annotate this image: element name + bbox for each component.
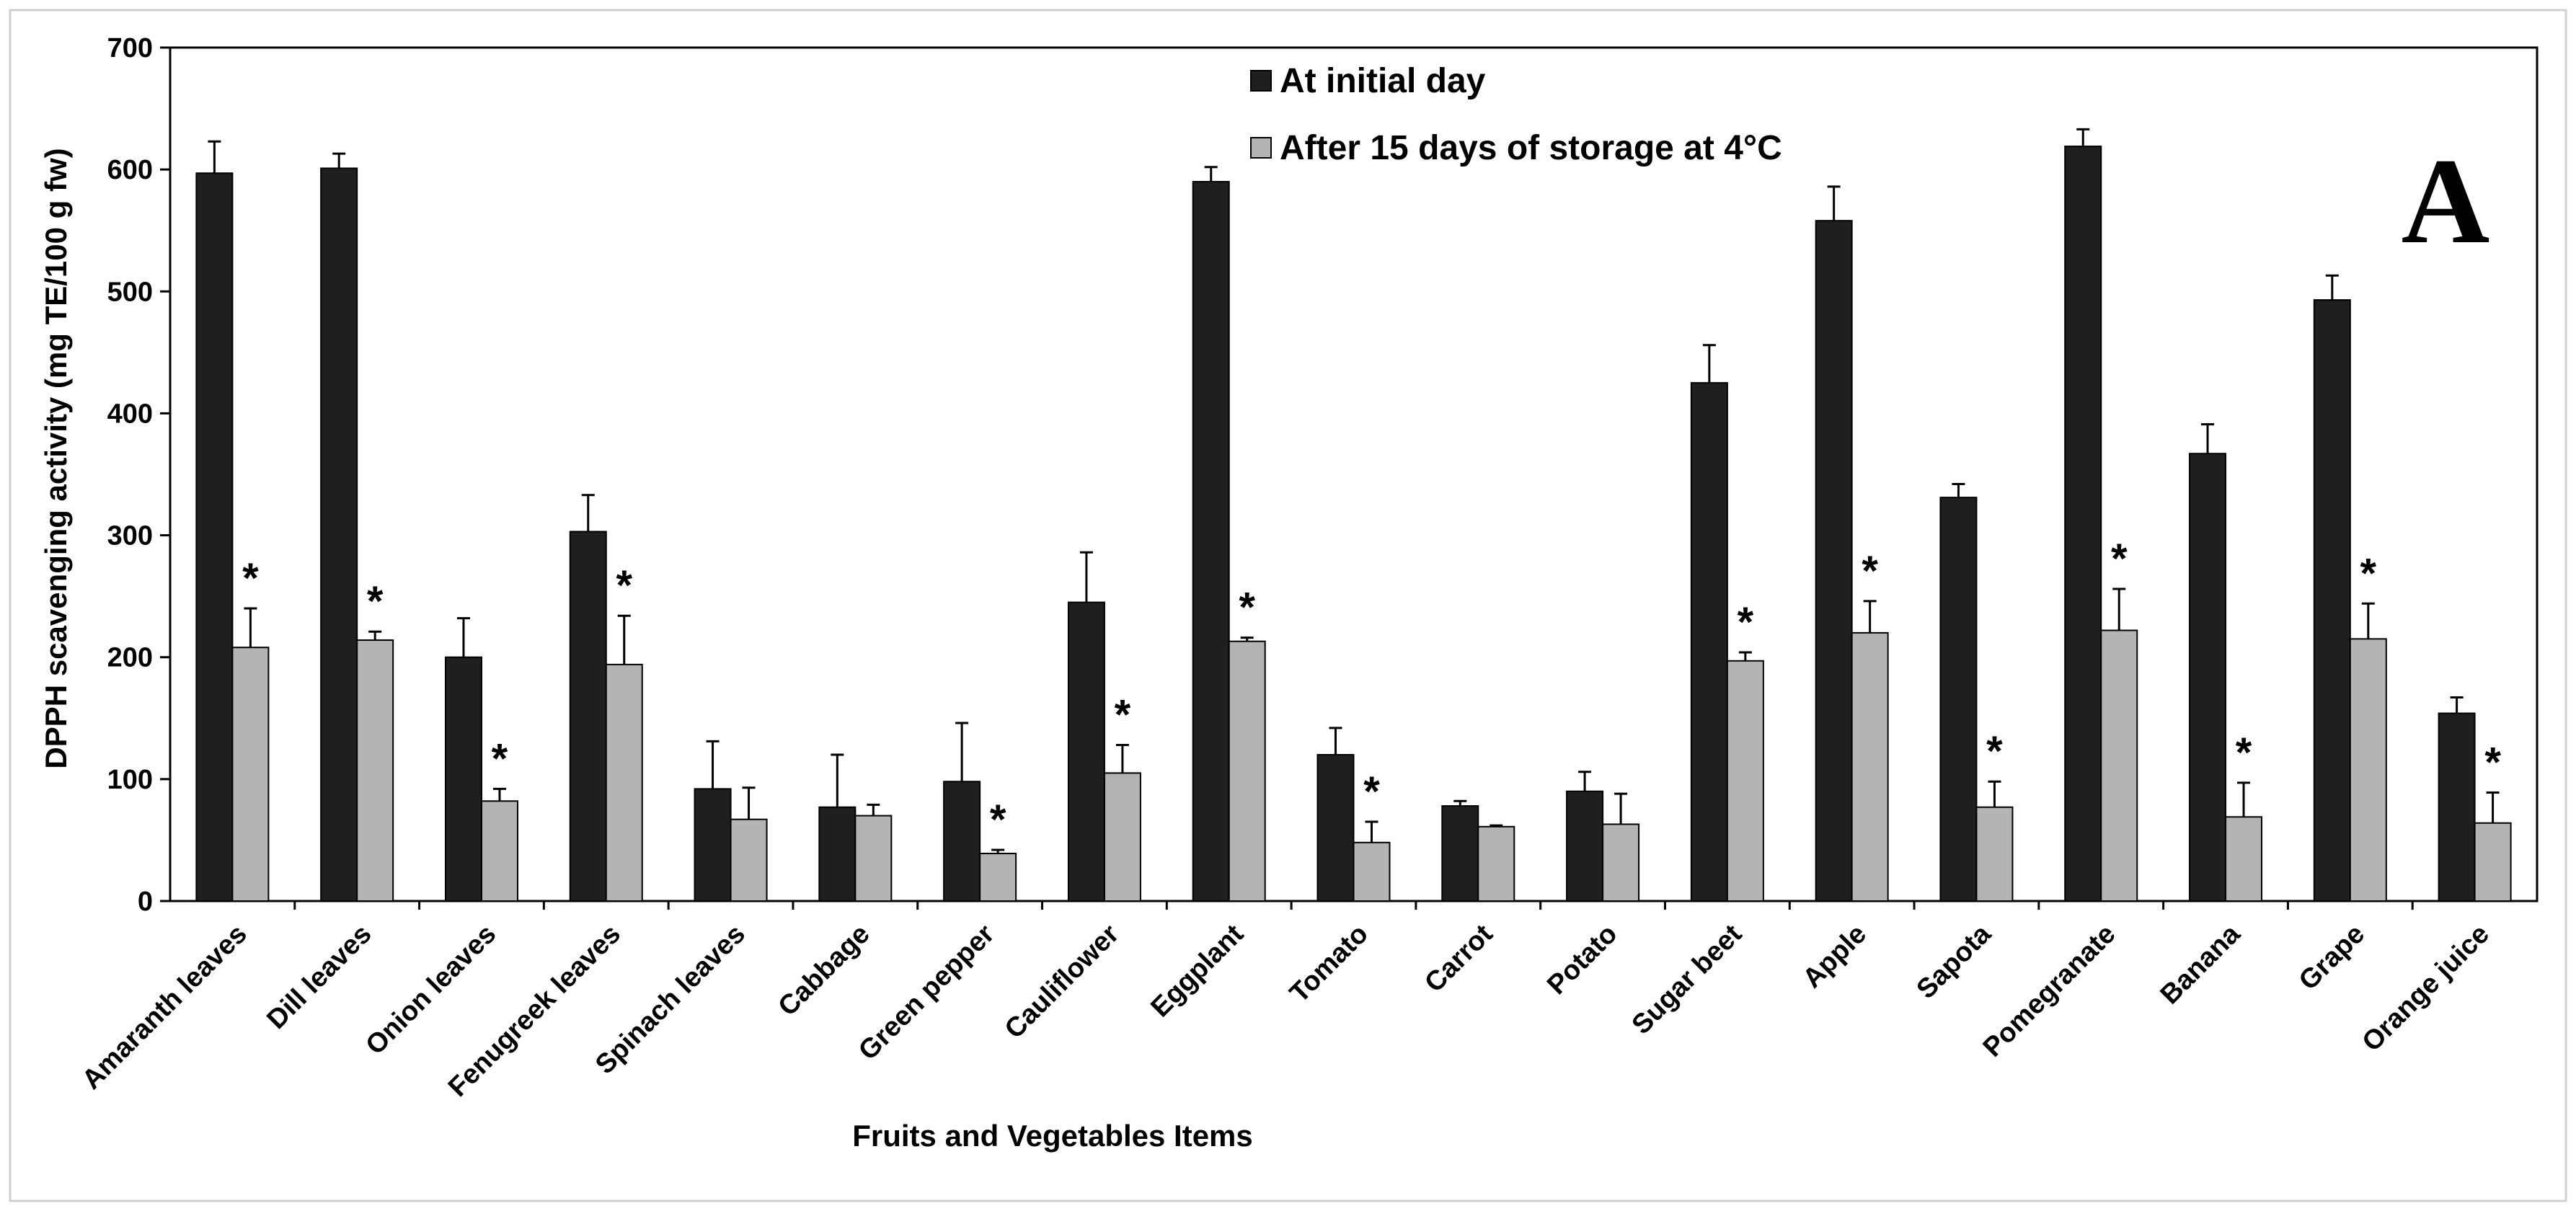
y-tick-label: 100 bbox=[107, 765, 153, 795]
bar-after-storage bbox=[605, 663, 643, 902]
bar-initial-day bbox=[1316, 754, 1355, 902]
bars-group bbox=[195, 146, 2512, 902]
bar-after-storage bbox=[730, 818, 768, 902]
bar-initial-day bbox=[1690, 382, 1728, 902]
significance-marker: * bbox=[1239, 585, 1255, 631]
panel-label: A bbox=[2402, 133, 2490, 269]
y-tick-label: 600 bbox=[107, 155, 153, 185]
significance-marker: * bbox=[990, 797, 1006, 843]
bar-initial-day bbox=[2189, 453, 2227, 902]
legend-label-after-storage: After 15 days of storage at 4°C bbox=[1280, 129, 1782, 167]
y-tick-label: 0 bbox=[138, 887, 153, 917]
bar-after-storage bbox=[480, 800, 518, 902]
legend: At initial day After 15 days of storage … bbox=[1250, 62, 1782, 167]
bar-initial-day bbox=[1815, 220, 1853, 902]
bar-initial-day bbox=[569, 531, 607, 902]
bar-after-storage bbox=[2474, 822, 2512, 902]
bar-after-storage bbox=[979, 853, 1017, 902]
significance-marker: * bbox=[1115, 691, 1131, 738]
figure-frame bbox=[9, 9, 2567, 1202]
bar-initial-day bbox=[1067, 601, 1105, 902]
y-tick-label: 300 bbox=[107, 521, 153, 551]
y-axis-title: DPPH scavenging activity (mg TE/100 g fw… bbox=[39, 148, 73, 768]
error-bars-group bbox=[208, 128, 2500, 854]
bar-after-storage bbox=[1975, 806, 2014, 902]
significance-marker: * bbox=[367, 578, 384, 625]
significance-marker: * bbox=[616, 562, 632, 609]
y-tick-label: 200 bbox=[107, 643, 153, 673]
bar-after-storage bbox=[1477, 825, 1515, 902]
bar-after-storage bbox=[2225, 816, 2263, 902]
bar-after-storage bbox=[1726, 660, 1764, 902]
significance-marker: * bbox=[2111, 536, 2128, 582]
bar-after-storage bbox=[2100, 629, 2138, 902]
bar-initial-day bbox=[195, 172, 234, 902]
bar-initial-day bbox=[444, 656, 482, 902]
y-tick-label: 500 bbox=[107, 277, 153, 307]
bar-after-storage bbox=[1602, 823, 1640, 902]
legend-swatch-after-storage bbox=[1250, 137, 1272, 159]
bar-initial-day bbox=[694, 788, 732, 902]
bar-initial-day bbox=[2438, 712, 2476, 902]
bar-initial-day bbox=[320, 167, 358, 902]
bar-after-storage bbox=[854, 815, 893, 902]
bar-initial-day bbox=[943, 781, 981, 902]
bar-after-storage bbox=[1228, 640, 1266, 902]
x-axis-title: Fruits and Vegetables Items bbox=[852, 1119, 1253, 1153]
bar-initial-day bbox=[818, 806, 857, 902]
bar-after-storage bbox=[1851, 631, 1889, 902]
significance-marker: * bbox=[492, 735, 508, 782]
significance-marker: * bbox=[242, 555, 259, 602]
significance-marker: * bbox=[1862, 548, 1878, 595]
significance-marker: * bbox=[2484, 739, 2501, 786]
significance-marker: * bbox=[1363, 768, 1380, 815]
bar-initial-day bbox=[1566, 790, 1604, 902]
bar-initial-day bbox=[1192, 181, 1230, 902]
y-axis: 0 100 200 300 400 500 600 700 bbox=[107, 33, 170, 917]
bar-after-storage bbox=[2349, 638, 2387, 902]
significance-markers: * * * * * * * * * * * * * * * bbox=[242, 536, 2501, 843]
bar-after-storage bbox=[231, 647, 270, 902]
legend-label-initial-day: At initial day bbox=[1280, 62, 1486, 100]
significance-marker: * bbox=[2360, 550, 2377, 597]
significance-marker: * bbox=[2236, 729, 2252, 776]
significance-marker: * bbox=[1738, 599, 1754, 646]
bar-initial-day bbox=[2064, 146, 2102, 902]
y-tick-label: 700 bbox=[107, 33, 153, 63]
bar-after-storage bbox=[356, 639, 394, 902]
significance-marker: * bbox=[1986, 728, 2003, 775]
y-tick-label: 400 bbox=[107, 399, 153, 429]
bar-initial-day bbox=[1939, 497, 1978, 902]
bar-after-storage bbox=[1353, 841, 1391, 902]
bar-initial-day bbox=[1441, 805, 1479, 902]
legend-swatch-initial-day bbox=[1250, 70, 1272, 92]
bar-after-storage bbox=[1103, 772, 1141, 902]
bar-initial-day bbox=[2313, 299, 2351, 902]
